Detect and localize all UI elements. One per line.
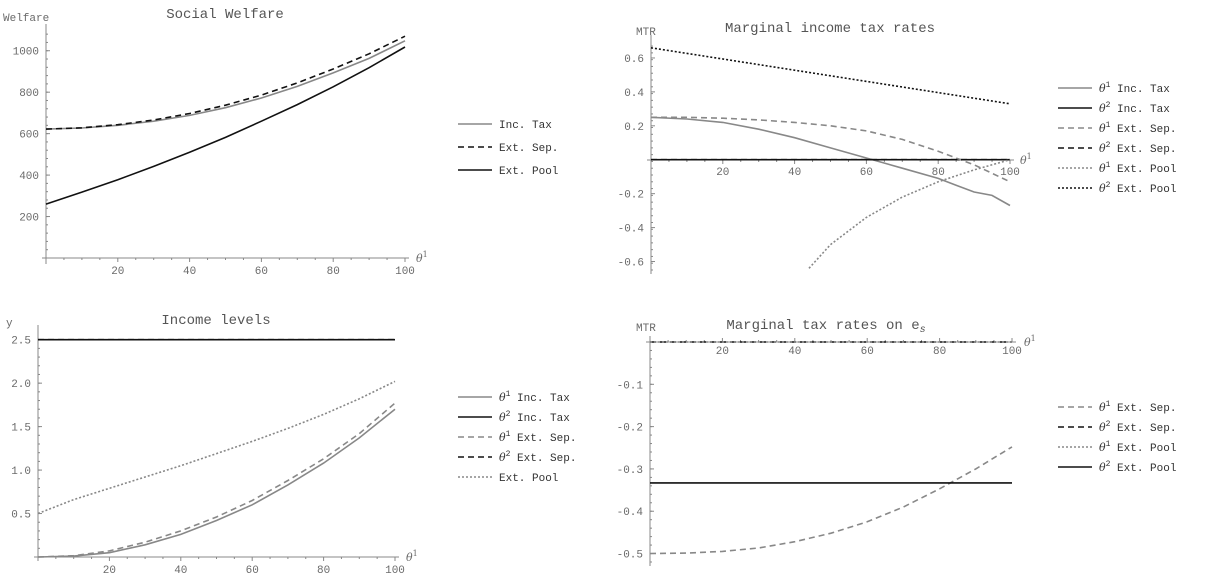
legend-entry: θ2 Ext. Pool bbox=[1099, 181, 1176, 196]
legend-entry: θ1 Ext. Pool bbox=[1099, 440, 1176, 455]
y-tick-label: -0.4 bbox=[617, 507, 644, 519]
legend-entry: Ext. Pool bbox=[499, 473, 558, 485]
legend: θ1 Inc. Tax θ2 Inc. Tax θ1 Ext. Sep. θ2 Ext… bbox=[1058, 81, 1176, 196]
legend: Inc. Tax Ext. Sep. Ext. Pool bbox=[458, 120, 558, 178]
x-tick-label: 100 bbox=[1002, 346, 1022, 358]
x-tick-label: 20 bbox=[716, 346, 729, 358]
y-axis-label: MTR bbox=[636, 323, 656, 335]
y-tick-label: 1.5 bbox=[11, 423, 31, 435]
series-line-1 bbox=[650, 116, 1011, 207]
x-tick-label: 40 bbox=[788, 346, 801, 358]
x-tick-label: 20 bbox=[716, 167, 729, 179]
series-line-5 bbox=[37, 380, 396, 515]
series-line-3 bbox=[37, 402, 396, 558]
y-axis-label: MTR bbox=[636, 27, 656, 39]
y-tick-label: -0.1 bbox=[617, 380, 644, 392]
chart-title: Marginal tax rates on es bbox=[726, 318, 925, 336]
y-tick-label: -0.5 bbox=[617, 550, 643, 562]
x-tick-label: 80 bbox=[933, 346, 946, 358]
y-tick-label: 400 bbox=[19, 171, 39, 183]
chart-title: Income levels bbox=[161, 313, 270, 329]
legend-entry: θ2 Inc. Tax bbox=[1099, 101, 1170, 116]
series-line-2 bbox=[45, 35, 406, 130]
legend-entry: θ1 Inc. Tax bbox=[1099, 81, 1170, 96]
y-tick-label: 0.4 bbox=[624, 88, 644, 100]
y-tick-label: -0.2 bbox=[618, 190, 644, 202]
x-tick-label: 80 bbox=[317, 565, 330, 577]
x-axis-label: θ1 bbox=[416, 250, 428, 265]
x-tick-label: 40 bbox=[174, 565, 187, 577]
legend-entry: θ2 Inc. Tax bbox=[499, 410, 570, 425]
y-tick-label: -0.4 bbox=[618, 224, 645, 236]
y-tick-label: 1000 bbox=[13, 47, 39, 59]
x-tick-label: 20 bbox=[103, 565, 116, 577]
series-line-1 bbox=[45, 40, 406, 130]
y-tick-label: 2.0 bbox=[11, 379, 31, 391]
x-tick-label: 40 bbox=[183, 266, 196, 278]
x-tick-label: 60 bbox=[255, 266, 268, 278]
legend-entry: θ1 Ext. Sep. bbox=[1099, 121, 1176, 136]
series-line-3 bbox=[45, 46, 406, 205]
x-tick-label: 100 bbox=[395, 266, 415, 278]
y-tick-label: -0.2 bbox=[617, 423, 643, 435]
x-tick-label: 60 bbox=[861, 346, 874, 358]
x-axis-label: θ1 bbox=[1020, 152, 1032, 167]
x-tick-label: 20 bbox=[111, 266, 124, 278]
x-tick-label: 40 bbox=[788, 167, 801, 179]
legend: θ1 Ext. Sep. θ2 Ext. Sep. θ1 Ext. Pool θ2 E… bbox=[1058, 400, 1176, 475]
series-line-5 bbox=[808, 158, 1011, 269]
y-tick-label: 800 bbox=[19, 88, 39, 100]
y-tick-label: 600 bbox=[19, 130, 39, 142]
x-tick-label: 80 bbox=[327, 266, 340, 278]
y-tick-label: 0.2 bbox=[624, 122, 644, 134]
x-tick-label: 60 bbox=[246, 565, 259, 577]
legend-entry: θ2 Ext. Pool bbox=[1099, 460, 1176, 475]
legend-entry: Ext. Sep. bbox=[499, 143, 558, 155]
series-line-3 bbox=[651, 116, 1011, 183]
y-tick-label: 200 bbox=[19, 213, 39, 225]
series-line-1 bbox=[649, 446, 1013, 555]
y-tick-label: -0.3 bbox=[617, 465, 643, 477]
x-axis-label: θ1 bbox=[406, 549, 418, 564]
legend-entry: Ext. Pool bbox=[499, 166, 558, 178]
chart-panel-4: 20 40 60 80 100 -0.5 -0.4 -0.3 -0.2 -0.1 Marginal … bbox=[617, 318, 1176, 566]
chart-title: Social Welfare bbox=[166, 7, 284, 23]
legend-entry: θ2 Ext. Sep. bbox=[499, 450, 576, 465]
chart-panel-3: 20 40 60 80 100 0.5 1.0 1.5 2.0 2.5 Income levels y… bbox=[6, 313, 576, 577]
chart-panel-2: 20 40 60 80 100 -0.6 -0.4 -0.2 0.2 0.4 0.6 Marginal… bbox=[618, 21, 1176, 274]
series-line-1 bbox=[37, 408, 396, 558]
chart-title: Marginal income tax rates bbox=[725, 21, 935, 37]
y-tick-label: 1.0 bbox=[11, 466, 31, 478]
legend-entry: θ2 Ext. Sep. bbox=[1099, 420, 1176, 435]
legend-entry: θ1 Ext. Pool bbox=[1099, 161, 1176, 176]
legend-entry: θ1 Ext. Sep. bbox=[1099, 400, 1176, 415]
y-axis-label: y bbox=[6, 318, 13, 330]
legend-entry: θ1 Ext. Sep. bbox=[499, 430, 576, 445]
legend-entry: θ2 Ext. Sep. bbox=[1099, 141, 1176, 156]
legend: θ1 Inc. Tax θ2 Inc. Tax θ1 Ext. Sep. θ2 Ext… bbox=[458, 390, 576, 485]
chart-panel-1: 20 40 60 80 100 200 400 600 800 1000 Social Welfar… bbox=[3, 7, 558, 278]
y-tick-label: 2.5 bbox=[11, 336, 31, 348]
legend-entry: Inc. Tax bbox=[499, 120, 552, 132]
y-axis-label: Welfare bbox=[3, 13, 49, 25]
y-tick-label: 0.5 bbox=[11, 510, 31, 522]
y-tick-label: 0.6 bbox=[624, 54, 644, 66]
x-tick-label: 100 bbox=[385, 565, 405, 577]
series-line-6 bbox=[650, 47, 1011, 105]
x-tick-label: 100 bbox=[1000, 167, 1020, 179]
y-tick-label: -0.6 bbox=[618, 258, 644, 270]
legend-entry: θ1 Inc. Tax bbox=[499, 390, 570, 405]
x-axis-label: θ1 bbox=[1024, 334, 1036, 349]
x-tick-label: 60 bbox=[860, 167, 873, 179]
x-tick-label: 80 bbox=[932, 167, 945, 179]
